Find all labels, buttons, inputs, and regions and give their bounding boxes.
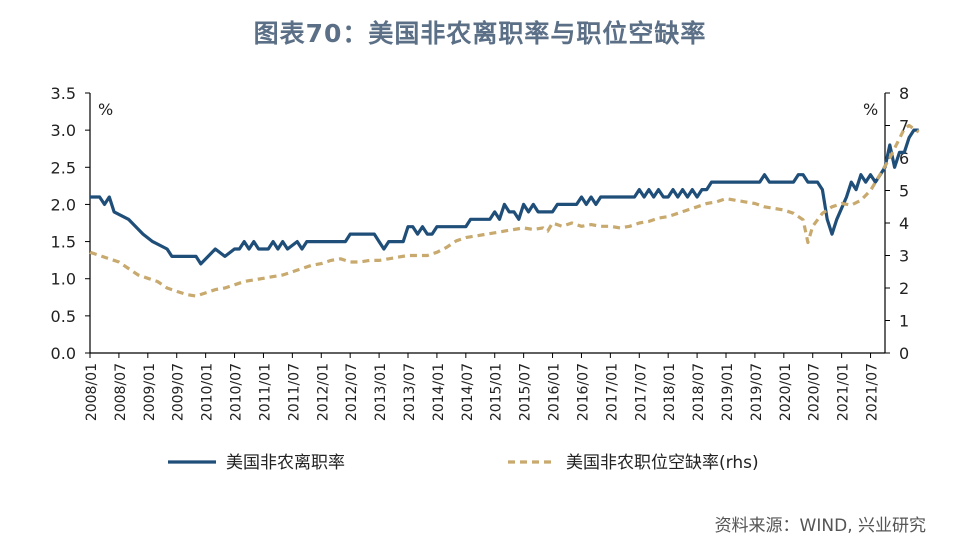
series-group [89,123,920,298]
right-tick-label: 0 [899,344,909,363]
right-tick-label: 2 [899,279,909,298]
source-note: 资料来源：WIND, 兴业研究 [714,516,926,536]
x-tick-label: 2008/01 [84,363,100,421]
left-unit-label: % [98,100,113,119]
right-tick-label: 4 [899,214,909,233]
legend-label: 美国非农离职率 [226,453,345,473]
x-tick-label: 2016/07 [575,363,591,421]
x-tick-label: 2015/01 [489,363,505,421]
x-tick-label: 2020/07 [807,363,823,421]
x-tick-label: 2020/01 [778,363,794,421]
x-tick-label: 2021/07 [865,363,881,421]
right-tick-label: 8 [899,84,909,103]
x-tick-label: 2009/07 [171,363,187,421]
x-tick-label: 2019/01 [720,363,736,421]
x-tick-label: 2015/07 [518,363,534,421]
x-tick-label: 2018/07 [691,363,707,421]
series-job-openings-rate-line [89,123,920,298]
x-tick-label: 2012/01 [315,363,331,421]
x-tick-label: 2018/01 [662,363,678,421]
left-tick-label: 2.0 [51,195,76,214]
legend: 美国非农离职率 美国非农职位空缺率(rhs) [168,453,759,473]
x-tick-label: 2011/07 [286,363,302,421]
left-tick-label: 1.5 [51,233,76,252]
left-tick-label: 2.5 [51,158,76,177]
right-tick-label: 1 [899,312,909,331]
right-tick-label: 7 [899,117,909,136]
x-tick-label: 2021/01 [836,363,852,421]
left-tick-label: 0.0 [51,344,76,363]
left-tick-label: 0.5 [51,307,76,326]
x-tick-label: 2011/01 [257,363,273,421]
left-tick-label: 3.0 [51,121,76,140]
x-tick-label: 2010/01 [200,363,216,421]
left-tick-label: 1.0 [51,270,76,289]
x-tick-label: 2017/07 [633,363,649,421]
x-tick-label: 2014/01 [431,363,447,421]
legend-label: 美国非农职位空缺率(rhs) [566,453,759,473]
x-tick-label: 2008/07 [113,363,129,421]
chart-title: 图表70：美国非农离职率与职位空缺率 [253,19,707,48]
x-tick-label: 2014/07 [460,363,476,421]
x-tick-label: 2019/07 [749,363,765,421]
axes-group: 0.0 0.5 1.0 1.5 2.0 2.5 3.0 3.5 0 1 2 3 4 5 6 7 8% % 2008/… [51,84,910,421]
series-separation-rate-line [90,128,919,266]
x-tick-label: 2013/01 [373,363,389,421]
x-tick-label: 2017/01 [604,363,620,421]
x-tick-label: 2013/07 [402,363,418,421]
right-tick-label: 6 [899,149,909,168]
x-tick-label: 2016/01 [547,363,563,421]
x-tick-label: 2012/07 [344,363,360,421]
x-tick-label: 2010/07 [229,363,245,421]
right-tick-label: 5 [899,182,909,201]
left-tick-label: 3.5 [51,84,76,103]
x-tick-label: 2009/01 [142,363,158,421]
right-tick-label: 3 [899,247,909,266]
right-unit-label: % [863,100,878,119]
